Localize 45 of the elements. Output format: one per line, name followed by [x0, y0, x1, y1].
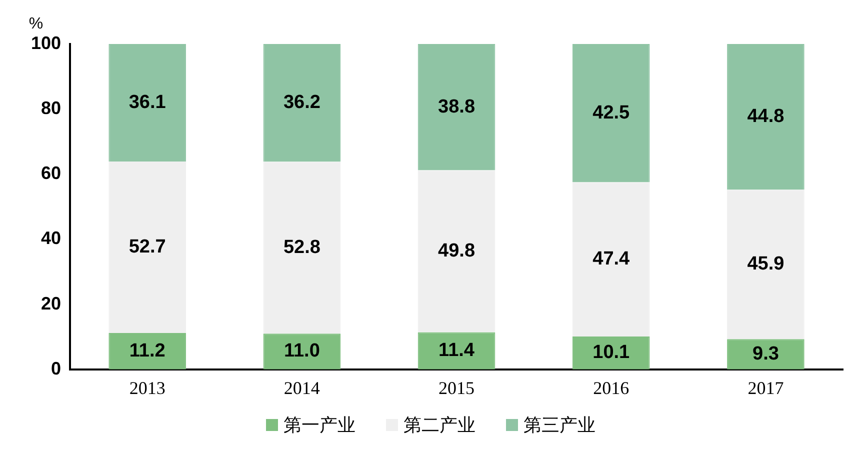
y-tick-label: 40 — [41, 228, 62, 248]
bar — [108, 44, 186, 162]
bar — [727, 190, 804, 340]
bar — [572, 336, 650, 370]
y-tick-label: 100 — [30, 32, 62, 53]
bar — [418, 332, 496, 370]
bar — [108, 161, 186, 333]
bar — [263, 334, 341, 370]
bar — [727, 339, 804, 370]
data-label: 52.8 — [283, 236, 320, 258]
x-tick-label: 2017 — [748, 378, 784, 398]
bar — [263, 162, 341, 334]
x-tick-label: 2015 — [438, 378, 475, 398]
bar — [727, 44, 804, 190]
data-label: 45.9 — [747, 254, 784, 275]
legend-label: 第一产业 — [284, 414, 356, 437]
data-label: 10.1 — [592, 342, 630, 364]
data-label: 11.0 — [284, 340, 320, 362]
data-label: 47.4 — [592, 248, 630, 270]
data-label: 44.8 — [747, 106, 784, 128]
data-label: 36.1 — [128, 92, 166, 113]
bar — [418, 170, 496, 332]
y-axis-title: % — [28, 15, 44, 32]
data-label: 11.2 — [129, 340, 166, 362]
bar — [263, 44, 341, 162]
data-label: 38.8 — [438, 96, 476, 118]
data-label: 42.5 — [592, 102, 630, 124]
y-tick-label: 60 — [41, 163, 62, 184]
x-tick-label: 2016 — [593, 378, 630, 398]
data-label: 11.4 — [438, 340, 475, 362]
legend-label: 第三产业 — [524, 414, 596, 437]
bar — [108, 332, 186, 370]
bar — [572, 182, 650, 337]
data-label: 52.7 — [128, 236, 166, 258]
data-label: 36.2 — [283, 92, 320, 114]
data-label: 9.3 — [752, 344, 779, 365]
x-tick-label: 2013 — [129, 378, 166, 398]
y-tick-label: 20 — [41, 293, 62, 314]
data-label: 49.8 — [438, 240, 476, 262]
y-tick-label: 80 — [41, 98, 62, 118]
bar — [572, 44, 650, 182]
x-tick-label: 2014 — [284, 378, 320, 398]
y-tick-label: 0 — [51, 358, 62, 378]
legend-label: 第二产业 — [404, 414, 476, 437]
bar — [418, 44, 496, 170]
